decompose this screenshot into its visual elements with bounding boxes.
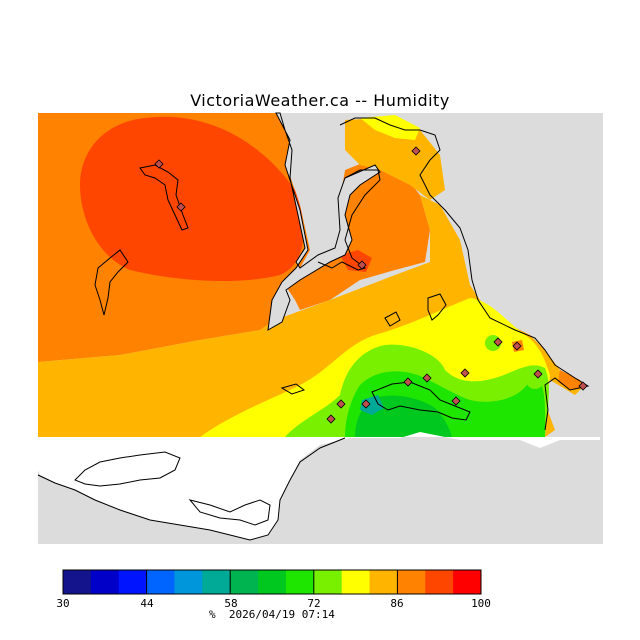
station-marker[interactable] bbox=[422, 373, 432, 383]
footer-caption: % 2026/04/19 07:14 bbox=[209, 608, 335, 621]
colorbar-swatch bbox=[258, 570, 287, 594]
colorbar-swatch bbox=[369, 570, 398, 594]
station-marker[interactable] bbox=[578, 381, 588, 391]
station-marker[interactable] bbox=[336, 399, 346, 409]
coastline-south-bay bbox=[188, 499, 271, 526]
colorbar-tick-label: 58 bbox=[224, 597, 238, 610]
land-strait-west bbox=[267, 112, 381, 331]
station-marker[interactable] bbox=[403, 377, 413, 387]
unit-label: % bbox=[209, 608, 216, 621]
colorbar-swatch bbox=[425, 570, 454, 594]
station-marker[interactable] bbox=[154, 159, 164, 169]
colorbar-swatch bbox=[202, 570, 231, 594]
humidity-zone-east-tip bbox=[558, 370, 585, 390]
coastline-peninsula bbox=[317, 169, 381, 271]
ocean-mask bbox=[38, 432, 600, 540]
colorbar-tick-label: 72 bbox=[307, 597, 321, 610]
humidity-zone-77-81-north bbox=[360, 115, 420, 140]
island-south-east bbox=[371, 381, 471, 421]
station-marker[interactable] bbox=[176, 202, 186, 212]
station-markers bbox=[154, 146, 588, 424]
colorbar-frame bbox=[62, 569, 482, 595]
colorbar-tick-label: 44 bbox=[140, 597, 154, 610]
station-marker[interactable] bbox=[361, 399, 371, 409]
station-marker[interactable] bbox=[533, 369, 543, 379]
station-marker[interactable] bbox=[451, 396, 461, 406]
station-marker[interactable] bbox=[357, 260, 367, 270]
island-small-1 bbox=[384, 311, 401, 327]
colorbar-swatch bbox=[90, 570, 120, 594]
station-marker[interactable] bbox=[411, 146, 421, 156]
coastline-south-island bbox=[74, 451, 181, 487]
timestamp: 2026/04/19 07:14 bbox=[228, 608, 335, 621]
colorbar bbox=[62, 569, 482, 595]
humidity-zone-81-86-north bbox=[345, 118, 445, 200]
coastline-south bbox=[37, 437, 346, 541]
colorbar-swatch bbox=[63, 570, 92, 594]
colorbar-tick-label: 86 bbox=[390, 597, 404, 610]
colorbar-swatch bbox=[174, 570, 203, 594]
island-west bbox=[94, 249, 129, 316]
colorbar-swatch bbox=[146, 570, 175, 594]
colorbar-tick-label: 100 bbox=[471, 597, 491, 610]
island-small-3 bbox=[280, 383, 306, 395]
colorbar-swatch bbox=[453, 570, 482, 594]
colorbar-swatch bbox=[341, 570, 371, 594]
station-marker[interactable] bbox=[326, 414, 336, 424]
colorbar-swatch bbox=[313, 570, 343, 594]
colorbar-swatch bbox=[285, 570, 315, 594]
map-title: VictoriaWeather.ca -- Humidity bbox=[190, 91, 450, 110]
coastline-east bbox=[339, 117, 590, 431]
island-small-2 bbox=[427, 293, 447, 321]
station-marker[interactable] bbox=[512, 341, 522, 351]
station-marker[interactable] bbox=[493, 337, 503, 347]
station-marker[interactable] bbox=[460, 368, 470, 378]
humidity-zone-90-95 bbox=[80, 116, 304, 282]
colorbar-swatch bbox=[118, 570, 148, 594]
colorbar-swatch bbox=[230, 570, 259, 594]
island-north-west bbox=[139, 164, 189, 231]
colorbar-tick-label: 30 bbox=[56, 597, 70, 610]
colorbar-swatch bbox=[397, 570, 426, 594]
